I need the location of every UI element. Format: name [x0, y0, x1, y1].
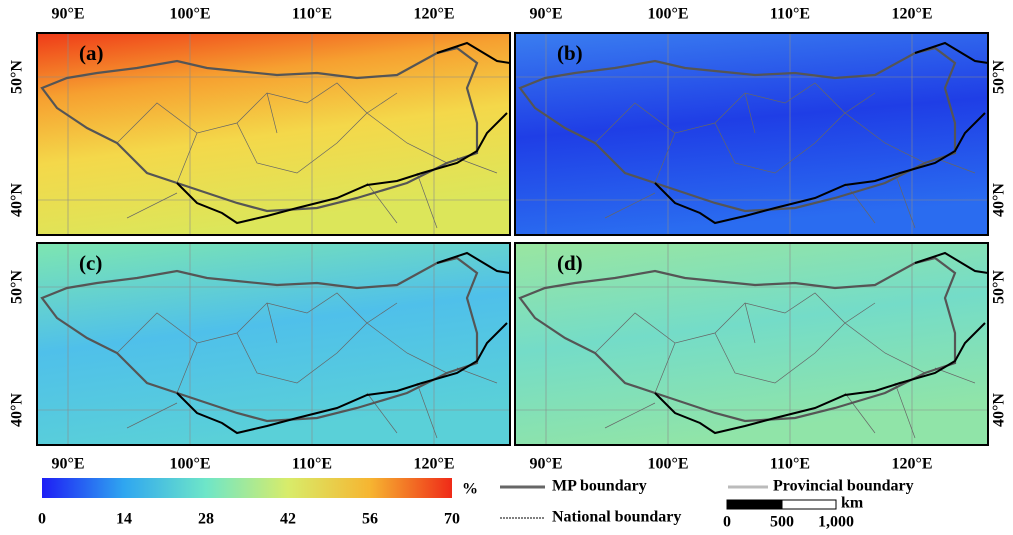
lat-label: 40°N: [991, 393, 1008, 427]
lon-label: 110°E: [770, 6, 810, 23]
panel-frame: [514, 32, 989, 236]
lat-label: 50°N: [9, 270, 26, 304]
lon-label: 90°E: [529, 6, 562, 23]
lon-label: 100°E: [169, 6, 210, 23]
panel-content: (a): [36, 32, 512, 236]
colorbar-unit: %: [462, 481, 478, 498]
lat-label: 40°N: [9, 393, 26, 427]
panel-content: (b): [514, 32, 990, 236]
legend-national-label: National boundary: [552, 509, 681, 526]
map-panel: [515, 243, 988, 445]
scale-label: 500: [770, 514, 794, 531]
scale-label: 0: [723, 514, 731, 531]
map-panel: [37, 243, 510, 445]
lon-label: 90°E: [529, 456, 562, 473]
legend-mp-label: MP boundary: [552, 478, 647, 495]
colorbar: [42, 478, 452, 498]
lon-label: 120°E: [413, 456, 454, 473]
scale-label: 1,000: [818, 514, 854, 531]
colorbar-tick-label: 70: [444, 511, 460, 528]
panel-content: (d): [514, 242, 990, 446]
panel-label: (a): [79, 41, 104, 65]
legend-provincial-label: Provincial boundary: [773, 478, 914, 495]
lon-label: 100°E: [647, 456, 688, 473]
panel-frame: [514, 242, 989, 446]
map-panel: [37, 33, 510, 235]
panel-label: (d): [557, 251, 583, 275]
lon-label: 100°E: [647, 6, 688, 23]
lon-label: 120°E: [891, 456, 932, 473]
lat-label: 50°N: [9, 60, 26, 94]
lat-label: 50°N: [991, 270, 1008, 304]
map-panel: [515, 33, 988, 235]
lon-label: 110°E: [770, 456, 810, 473]
scale-bar-white: [781, 499, 837, 510]
colorbar-tick-label: 0: [38, 511, 46, 528]
panel-label: (c): [79, 251, 102, 275]
lat-label: 40°N: [991, 183, 1008, 217]
colorbar-tick-label: 42: [280, 511, 296, 528]
lon-label: 90°E: [51, 6, 84, 23]
lat-label: 40°N: [9, 183, 26, 217]
lon-label: 120°E: [891, 6, 932, 23]
lon-label: 90°E: [51, 456, 84, 473]
colorbar-tick-label: 56: [362, 511, 378, 528]
scale-unit: km: [841, 495, 864, 512]
lat-label: 50°N: [991, 60, 1008, 94]
colorbar-tick-label: 14: [116, 511, 132, 528]
panel-label: (b): [557, 41, 583, 65]
panel-frame: [36, 242, 511, 446]
scale-bar-black: [726, 499, 783, 510]
panel-content: (c): [36, 242, 512, 446]
lon-label: 110°E: [292, 456, 332, 473]
lon-label: 110°E: [292, 6, 332, 23]
lon-label: 120°E: [413, 6, 454, 23]
panel-frame: [36, 32, 511, 236]
lon-label: 100°E: [169, 456, 210, 473]
colorbar-tick-label: 28: [198, 511, 214, 528]
